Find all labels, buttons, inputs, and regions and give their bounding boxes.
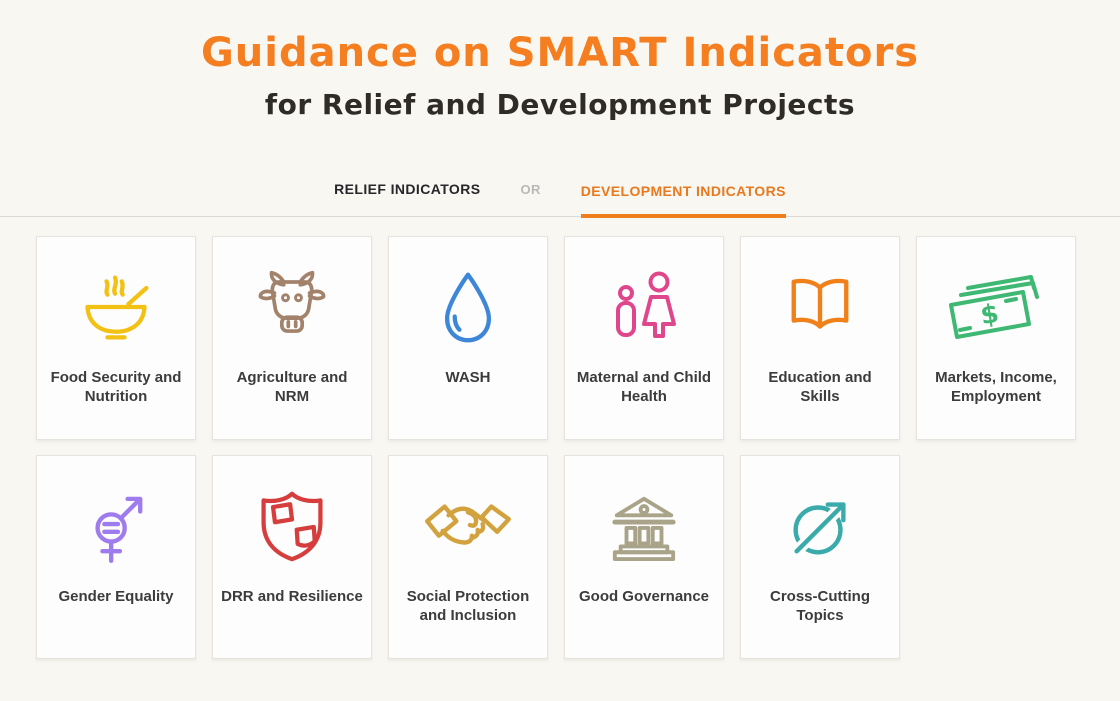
card-row-2: Gender Equality DRR and Resilience — [36, 455, 1120, 659]
card-markets-income-employment[interactable]: $ Markets, Income, Employment — [916, 236, 1076, 440]
page-subtitle: for Relief and Development Projects — [264, 88, 856, 121]
card-label: Agriculture and NRM — [236, 369, 348, 405]
card-cross-cutting-topics[interactable]: Cross-Cutting Topics — [740, 455, 900, 659]
card-label: Social Protection and Inclusion — [406, 588, 530, 624]
shield-icon — [256, 486, 328, 566]
water-drop-icon — [439, 267, 497, 347]
sector-card-grid: Food Security and Nutrition — [36, 236, 1120, 659]
government-building-icon — [607, 486, 681, 566]
card-maternal-and-child-health[interactable]: Maternal and Child Health — [564, 236, 724, 440]
mother-child-icon — [609, 267, 679, 347]
card-agriculture-and-nrm[interactable]: Agriculture and NRM — [212, 236, 372, 440]
card-social-protection-and-inclusion[interactable]: Social Protection and Inclusion — [388, 455, 548, 659]
card-label: Markets, Income, Employment — [935, 369, 1057, 405]
gender-equality-icon — [85, 486, 147, 566]
soup-bowl-icon — [78, 267, 154, 347]
card-food-security-and-nutrition[interactable]: Food Security and Nutrition — [36, 236, 196, 440]
card-gender-equality[interactable]: Gender Equality — [36, 455, 196, 659]
card-education-and-skills[interactable]: Education and Skills — [740, 236, 900, 440]
card-label: DRR and Resilience — [221, 588, 363, 605]
card-drr-and-resilience[interactable]: DRR and Resilience — [212, 455, 372, 659]
card-row-1: Food Security and Nutrition — [36, 236, 1120, 440]
card-label: Good Governance — [578, 588, 710, 605]
svg-text:$: $ — [978, 299, 1001, 331]
open-book-icon — [780, 267, 860, 347]
card-label: Education and Skills — [768, 369, 872, 405]
card-label: Food Security and Nutrition — [50, 369, 182, 405]
page-title: Guidance on SMART Indicators — [200, 30, 920, 76]
cow-icon — [255, 267, 329, 347]
card-label: Cross-Cutting Topics — [770, 588, 870, 624]
tab-relief-indicators[interactable]: RELIEF INDICATORS — [334, 181, 481, 197]
banknotes-icon: $ — [946, 267, 1046, 347]
indicator-tabbar: RELIEF INDICATORS OR DEVELOPMENT INDICAT… — [0, 161, 1120, 218]
card-good-governance[interactable]: Good Governance — [564, 455, 724, 659]
card-wash[interactable]: WASH — [388, 236, 548, 440]
card-label: Maternal and Child Health — [576, 369, 712, 405]
card-label: WASH — [445, 369, 491, 386]
tab-separator-or: OR — [520, 182, 541, 197]
circle-arrow-icon — [783, 486, 857, 566]
handshake-icon — [420, 486, 516, 566]
tab-development-indicators[interactable]: DEVELOPMENT INDICATORS — [580, 183, 786, 218]
card-label: Gender Equality — [58, 588, 174, 605]
page-header: Guidance on SMART Indicators for Relief … — [0, 0, 1120, 121]
